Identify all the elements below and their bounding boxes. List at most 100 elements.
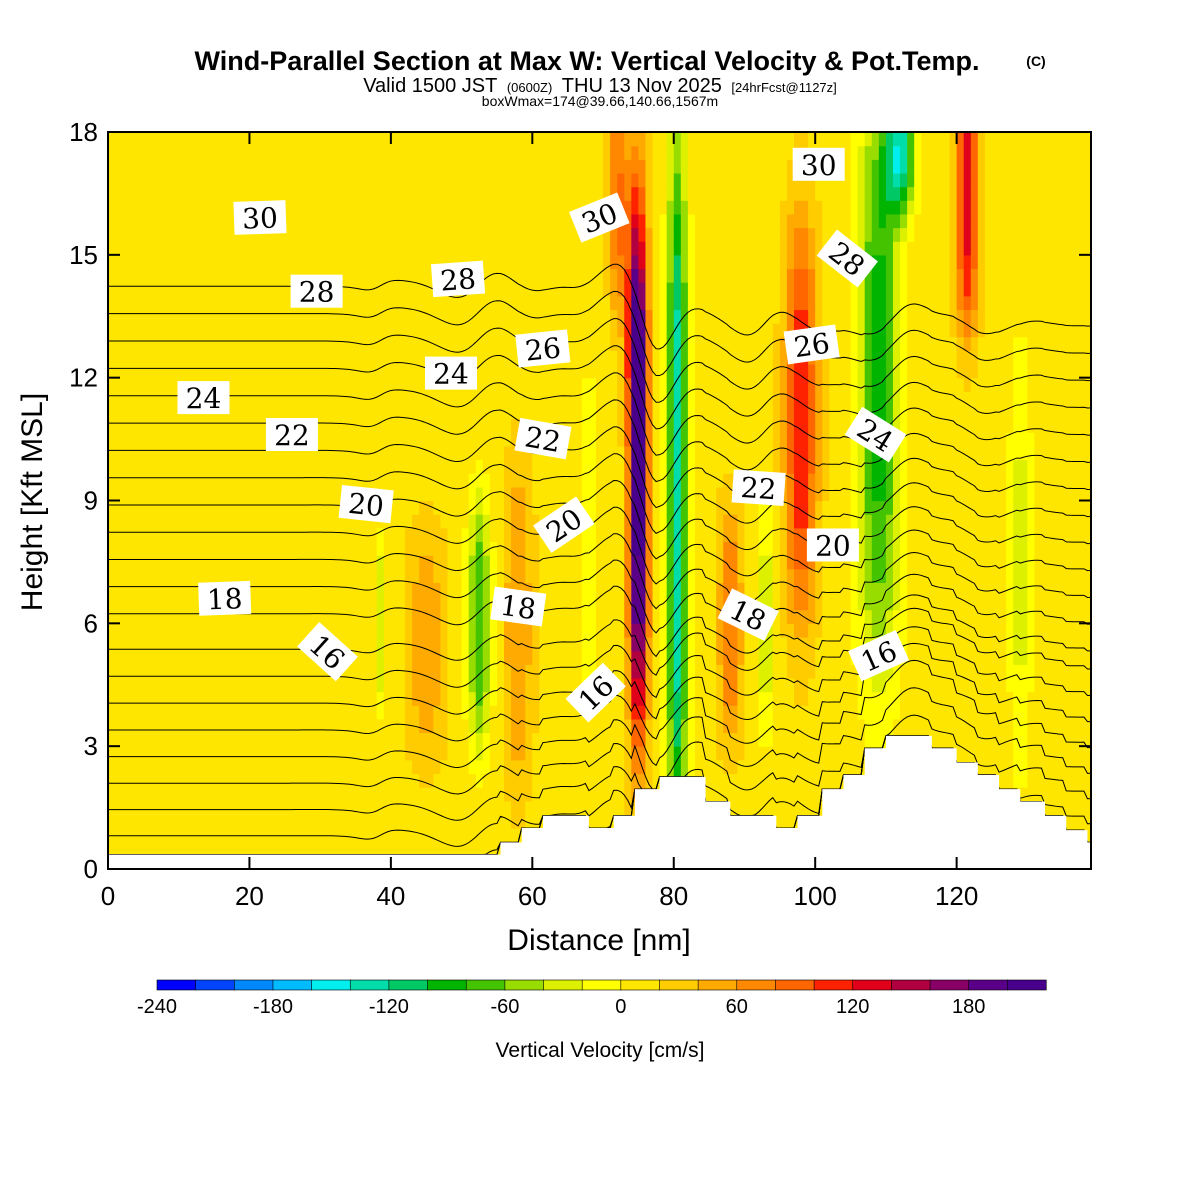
velocity-cell bbox=[603, 186, 611, 201]
velocity-cell bbox=[666, 596, 675, 611]
velocity-cell bbox=[426, 391, 434, 406]
velocity-cell bbox=[405, 814, 413, 829]
velocity-cell bbox=[284, 814, 293, 829]
velocity-cell bbox=[214, 473, 222, 488]
velocity-cell bbox=[412, 268, 420, 283]
velocity-cell bbox=[405, 473, 413, 488]
velocity-cell bbox=[751, 377, 760, 392]
velocity-cell bbox=[129, 132, 137, 147]
velocity-cell bbox=[546, 759, 555, 775]
velocity-cell bbox=[383, 582, 392, 597]
velocity-cell bbox=[150, 268, 159, 283]
velocity-cell bbox=[687, 473, 696, 488]
velocity-cell bbox=[192, 800, 201, 816]
velocity-cell bbox=[560, 132, 569, 147]
velocity-cell bbox=[638, 432, 647, 447]
velocity-cell bbox=[306, 350, 314, 365]
velocity-cell bbox=[320, 568, 328, 583]
velocity-cell bbox=[284, 568, 293, 583]
velocity-cell bbox=[744, 691, 753, 706]
chart-title: Wind-Parallel Section at Max W: Vertical… bbox=[195, 46, 980, 76]
velocity-cell bbox=[115, 404, 123, 420]
velocity-cell bbox=[178, 814, 187, 829]
velocity-cell bbox=[348, 609, 357, 624]
velocity-cell bbox=[185, 787, 194, 802]
velocity-cell bbox=[249, 268, 258, 283]
velocity-cell bbox=[687, 677, 696, 693]
velocity-cell bbox=[249, 254, 258, 270]
velocity-cell bbox=[461, 186, 470, 201]
velocity-cell bbox=[454, 705, 463, 720]
velocity-cell bbox=[390, 377, 399, 392]
velocity-cell bbox=[687, 596, 696, 611]
velocity-cell bbox=[291, 350, 300, 365]
velocity-cell bbox=[673, 241, 682, 256]
velocity-cell bbox=[666, 664, 675, 679]
velocity-cell bbox=[419, 213, 427, 229]
velocity-cell bbox=[631, 186, 639, 201]
velocity-cell bbox=[405, 459, 413, 474]
velocity-cell bbox=[553, 364, 562, 379]
velocity-cell bbox=[518, 309, 526, 324]
velocity-cell bbox=[390, 159, 399, 174]
velocity-cell bbox=[228, 432, 236, 447]
velocity-cell bbox=[730, 213, 738, 229]
velocity-cell bbox=[313, 132, 321, 147]
velocity-cell bbox=[702, 186, 710, 201]
velocity-cell bbox=[603, 172, 611, 188]
velocity-cell bbox=[362, 268, 371, 283]
velocity-cell bbox=[164, 623, 173, 638]
velocity-cell bbox=[581, 582, 590, 597]
velocity-cell bbox=[461, 541, 470, 556]
velocity-cell bbox=[277, 241, 286, 256]
velocity-cell bbox=[390, 596, 399, 611]
velocity-cell bbox=[539, 609, 548, 624]
velocity-cell bbox=[185, 241, 194, 256]
velocity-cell bbox=[383, 459, 392, 474]
velocity-cell bbox=[730, 718, 738, 734]
velocity-cell bbox=[702, 295, 710, 311]
velocity-cell bbox=[136, 650, 144, 665]
velocity-cell bbox=[631, 254, 639, 270]
velocity-cell bbox=[157, 568, 166, 583]
velocity-cell bbox=[298, 650, 307, 665]
velocity-cell bbox=[567, 596, 576, 611]
velocity-cell bbox=[277, 282, 286, 297]
velocity-cell bbox=[341, 377, 350, 392]
velocity-cell bbox=[645, 282, 654, 297]
velocity-cell bbox=[143, 486, 152, 502]
velocity-cell bbox=[341, 787, 350, 802]
velocity-cell bbox=[284, 582, 293, 597]
velocity-cell bbox=[397, 705, 406, 720]
velocity-cell bbox=[751, 145, 760, 160]
velocity-cell bbox=[355, 718, 364, 734]
velocity-cell bbox=[284, 759, 293, 775]
velocity-cell bbox=[694, 732, 703, 747]
velocity-cell bbox=[199, 514, 208, 529]
velocity-cell bbox=[631, 295, 639, 311]
velocity-cell bbox=[199, 623, 208, 638]
velocity-cell bbox=[242, 732, 251, 747]
velocity-cell bbox=[645, 295, 654, 311]
velocity-cell bbox=[659, 650, 668, 665]
velocity-cell bbox=[624, 473, 632, 488]
velocity-cell bbox=[199, 213, 208, 229]
velocity-cell bbox=[277, 814, 286, 829]
velocity-cell bbox=[306, 746, 314, 761]
velocity-cell bbox=[744, 800, 753, 816]
velocity-cell bbox=[228, 145, 236, 160]
velocity-cell bbox=[412, 541, 420, 556]
velocity-cell bbox=[348, 527, 357, 543]
velocity-cell bbox=[192, 418, 201, 433]
velocity-cell bbox=[397, 773, 406, 788]
velocity-cell bbox=[249, 350, 258, 365]
velocity-cell bbox=[291, 691, 300, 706]
velocity-cell bbox=[426, 445, 434, 461]
velocity-cell bbox=[744, 159, 753, 174]
velocity-cell bbox=[461, 691, 470, 706]
velocity-cell bbox=[694, 336, 703, 351]
velocity-cell bbox=[680, 691, 689, 706]
velocity-cell bbox=[737, 787, 746, 802]
velocity-cell bbox=[702, 746, 710, 761]
velocity-cell bbox=[348, 596, 357, 611]
